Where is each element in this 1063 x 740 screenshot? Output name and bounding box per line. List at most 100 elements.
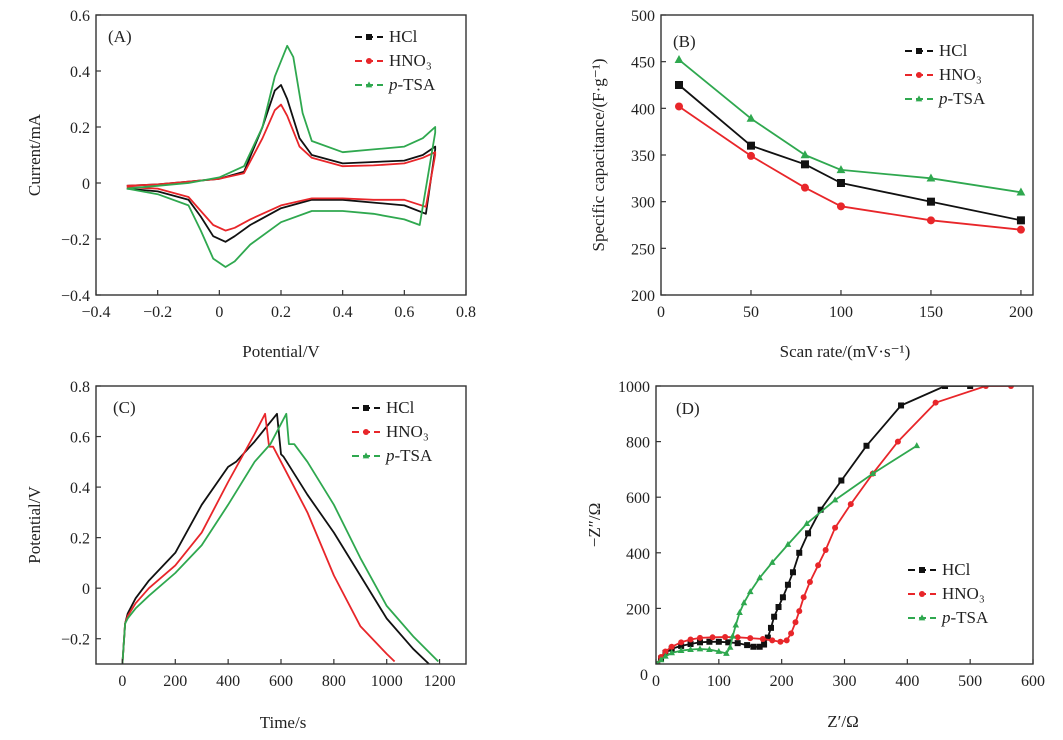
data-point-hno3 — [894, 438, 901, 445]
data-point-hcl — [764, 634, 771, 641]
plot-area — [121, 412, 439, 664]
panel-a-ticks: −0.4 −0.2 0 0.2 0.4 0.6 0.8 −0.4 −0.2 0 0.2 0.4 0.6 — [61, 8, 476, 321]
data-point-hcl — [734, 640, 741, 647]
legend-marker-p-tsa — [365, 81, 373, 88]
data-point-hno3 — [806, 578, 813, 585]
panel-b: (B) Scan rate/(mV·s⁻¹) Specific capacita… — [589, 8, 1034, 361]
x-tick-label: 200 — [163, 673, 187, 690]
x-tick-label: 0 — [657, 304, 665, 321]
legend-item-hcl: HCl — [908, 560, 971, 579]
x-tick-label: 800 — [322, 673, 346, 690]
data-point-hno3 — [678, 639, 685, 646]
y-tick-label: 200 — [626, 601, 650, 618]
plot-area — [126, 44, 437, 268]
data-point-p-tsa — [674, 55, 684, 63]
x-tick-label: 400 — [895, 673, 919, 690]
data-point-hno3 — [709, 634, 716, 641]
x-tick-label: 50 — [743, 304, 759, 321]
data-point-hcl — [674, 81, 683, 89]
data-point-hcl — [775, 604, 782, 611]
data-point-hno3 — [788, 630, 795, 637]
x-tick-label: −0.4 — [81, 304, 110, 321]
data-point-hno3 — [836, 202, 845, 211]
data-point-hcl — [746, 141, 755, 150]
panel-d-legend: HCl HNO₃ p-TSA — [908, 560, 989, 627]
legend-label: HCl — [386, 398, 415, 417]
panel-c-label: (C) — [113, 398, 136, 417]
data-point-p-tsa — [677, 647, 685, 654]
panel-c-legend: HCl HNO₃ p-TSA — [352, 398, 433, 465]
data-point-hcl — [767, 624, 774, 631]
data-point-hcl — [863, 442, 870, 449]
data-point-hcl — [761, 641, 768, 648]
panel-c-ticks: 0 200 400 600 800 1000 1200 −0.2 0 0.2 0.4 0.6 0.8 — [61, 379, 456, 690]
data-point-hcl — [942, 386, 949, 389]
panel-b-plot — [674, 55, 1026, 234]
data-point-p-tsa — [913, 442, 921, 449]
legend-item-p-tsa: p-TSA — [355, 75, 436, 94]
data-point-p-tsa — [687, 645, 694, 652]
data-point-hcl — [678, 642, 685, 649]
legend-item-hno3: HNO₃ — [355, 51, 432, 70]
series-line-hcl — [656, 386, 971, 664]
data-point-hno3 — [847, 501, 854, 508]
y-tick-label: 0.6 — [70, 430, 90, 447]
legend-marker-p-tsa — [918, 614, 926, 621]
y-tick-label: 0 — [82, 581, 90, 598]
data-point-hno3 — [777, 638, 784, 645]
data-point-hno3 — [662, 648, 669, 655]
data-point-hcl — [800, 160, 809, 169]
panel-b-legend: HCl HNO₃ p-TSA — [905, 41, 986, 108]
data-point-p-tsa — [746, 588, 754, 595]
x-tick-label: 200 — [1009, 304, 1033, 321]
x-tick-label: 400 — [216, 673, 240, 690]
panel-d-xlabel: Z′/Ω — [827, 712, 858, 731]
x-tick-label: 500 — [958, 673, 982, 690]
y-tick-label: −0.2 — [61, 632, 90, 649]
legend-item-p-tsa: p-TSA — [905, 89, 986, 108]
panel-d-ylabel: −Z″/Ω — [585, 503, 604, 547]
y-tick-label: −0.2 — [61, 232, 90, 249]
data-point-hcl — [779, 594, 786, 601]
y-tick-label: 600 — [626, 490, 650, 507]
data-point-hcl — [805, 530, 812, 537]
legend-item-hcl: HCl — [352, 398, 415, 417]
data-point-hcl — [817, 506, 824, 513]
data-point-hcl — [715, 638, 722, 645]
legend-marker-hcl — [916, 48, 922, 54]
data-point-p-tsa — [756, 574, 763, 581]
legend-marker-hcl — [363, 405, 369, 411]
panel-d: (D) Z′/Ω −Z″/Ω 0 100 200 300 400 500 600 200 400… — [585, 379, 1045, 731]
x-tick-label: 0 — [215, 304, 223, 321]
legend-label: HNO₃ — [389, 51, 432, 70]
data-point-hcl — [898, 402, 905, 409]
data-point-hcl — [706, 638, 713, 645]
data-point-p-tsa — [1016, 187, 1026, 196]
data-point-p-tsa — [784, 540, 792, 547]
x-tick-label: −0.2 — [143, 304, 172, 321]
legend-marker-hno3 — [363, 429, 369, 435]
data-point-p-tsa — [836, 165, 846, 174]
data-point-p-tsa — [869, 469, 877, 476]
panel-a-legend: HCl HNO₃ p-TSA — [355, 27, 436, 94]
series-line-hcl — [678, 84, 1022, 222]
series-line-hno3 — [678, 105, 1021, 231]
panel-c: (C) Time/s Potential/V 0 200 400 600 800 1000… — [25, 379, 467, 732]
legend-label: HCl — [389, 27, 418, 46]
legend-label: p-TSA — [938, 89, 986, 108]
data-point-p-tsa — [926, 173, 936, 182]
data-point-hcl — [725, 639, 732, 646]
x-tick-label: 300 — [833, 673, 857, 690]
x-tick-label: 600 — [1021, 673, 1045, 690]
legend-label: HNO₃ — [939, 65, 982, 84]
data-point-hno3 — [800, 594, 807, 601]
series-line-p-tsa — [656, 445, 918, 664]
legend-item-p-tsa: p-TSA — [352, 446, 433, 465]
panel-a-xlabel: Potential/V — [242, 342, 320, 361]
data-point-p-tsa — [729, 632, 736, 639]
legend-marker-p-tsa — [915, 95, 923, 102]
data-point-hcl — [696, 639, 703, 646]
legend-label: HCl — [942, 560, 971, 579]
y-tick-label: 200 — [631, 288, 655, 305]
